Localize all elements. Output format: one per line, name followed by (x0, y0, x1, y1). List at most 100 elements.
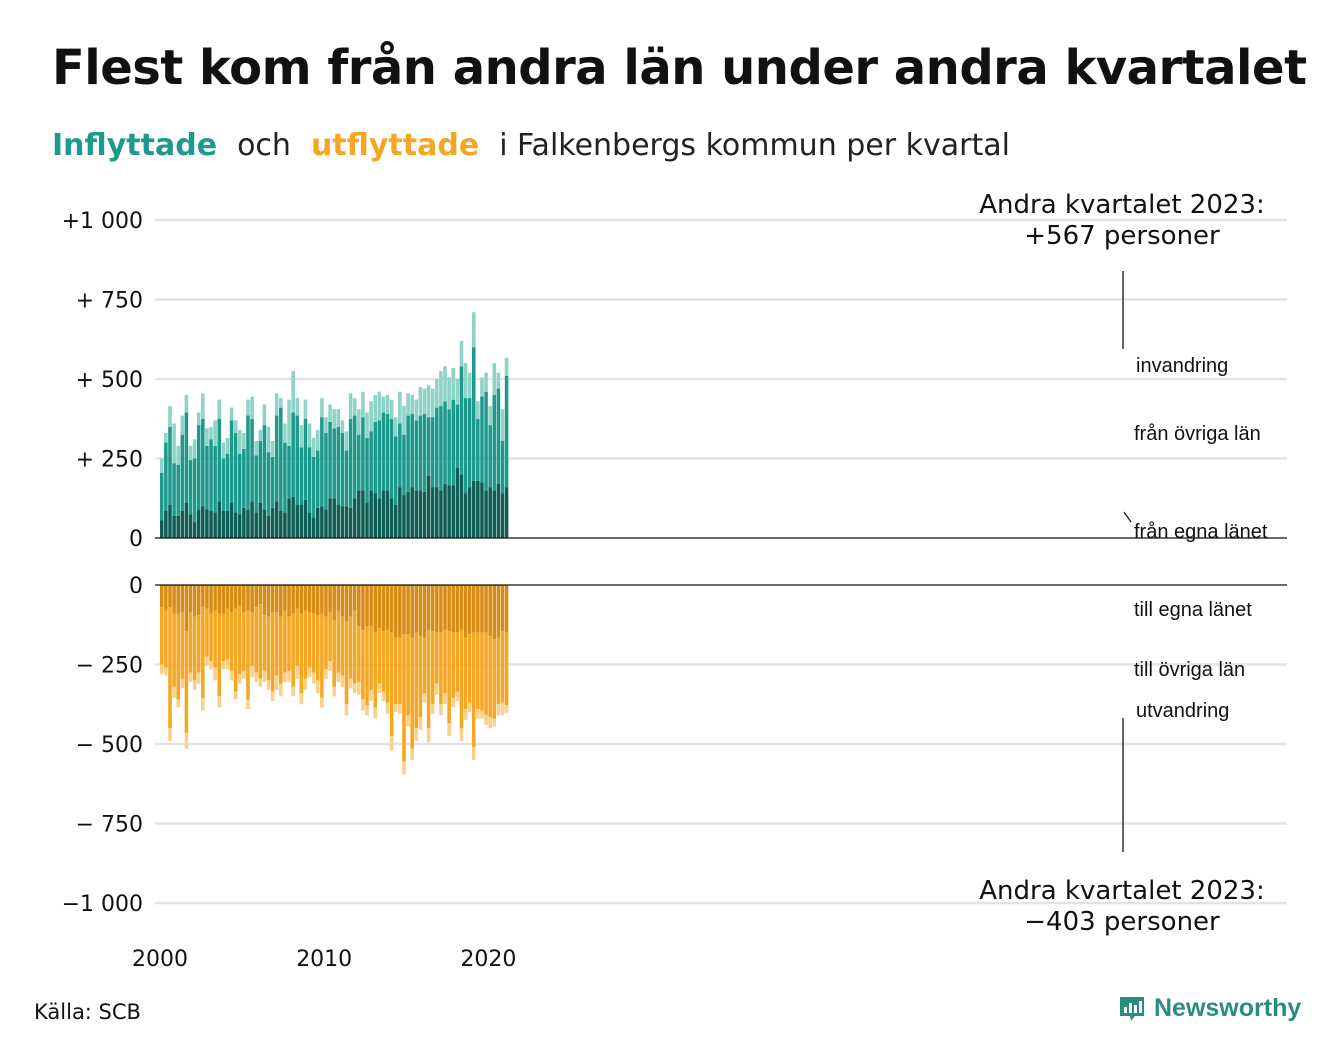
bar-out-utvandring (447, 723, 451, 737)
bar-out-ovriga (488, 635, 492, 717)
bar-in-ovriga (287, 445, 291, 499)
bar-in-egna (188, 514, 193, 538)
bar-out-ovriga (291, 613, 295, 687)
bar-out-ovriga (406, 634, 410, 716)
bar-out-egna (205, 585, 209, 609)
bar-in-invandring (184, 394, 189, 413)
bar-out-utvandring (229, 670, 234, 681)
bar-out-ovriga (365, 626, 369, 706)
bar-in-invandring (168, 406, 172, 427)
bar-out-ovriga (447, 631, 451, 724)
annotation-bottom-line1: Andra kvartalet 2023: (979, 876, 1264, 906)
bar-in-invandring (221, 442, 226, 459)
bar-in-egna (242, 507, 246, 538)
bar-out-utvandring (328, 661, 332, 671)
label-till-ovriga-lan: till övriga län (1134, 659, 1245, 681)
bar-in-egna (426, 475, 431, 538)
bar-in-egna (283, 512, 287, 538)
bar-in-invandring (500, 409, 505, 442)
bar-in-invandring (480, 377, 484, 397)
bar-out-egna (463, 585, 468, 638)
bar-out-ovriga (348, 616, 353, 679)
bar-out-egna (303, 585, 308, 611)
bar-in-ovriga (324, 433, 328, 510)
bar-out-utvandring (406, 715, 410, 727)
bar-out-utvandring (467, 702, 472, 713)
bar-out-egna (402, 585, 406, 635)
bar-out-egna (229, 585, 234, 613)
bar-out-utvandring (160, 664, 164, 675)
bar-in-egna (455, 468, 460, 538)
bar-out-ovriga (357, 626, 361, 682)
bar-in-ovriga (463, 398, 468, 494)
bar-in-egna (447, 485, 451, 538)
chart-subtitle: Inflyttade och utflyttade i Falkenbergs kom… (52, 128, 1030, 163)
y-tick-label-top: +1 000 (62, 209, 143, 234)
bar-out-ovriga (213, 610, 217, 668)
bar-in-invandring (213, 420, 217, 446)
bar-out-utvandring (192, 680, 197, 690)
bar-in-egna (344, 506, 349, 538)
y-tick-label-top: 0 (129, 527, 143, 552)
bar-out-egna (385, 585, 390, 630)
bar-in-egna (373, 493, 378, 538)
bar-out-ovriga (221, 613, 226, 662)
bar-in-ovriga (467, 398, 472, 488)
bar-out-ovriga (258, 604, 263, 679)
bar-out-utvandring (369, 689, 373, 702)
bar-out-egna (192, 585, 197, 617)
bar-in-ovriga (266, 452, 271, 516)
bar-out-ovriga (344, 621, 349, 705)
bar-in-ovriga (357, 434, 361, 491)
bar-out-egna (361, 585, 365, 630)
bar-in-invandring (217, 399, 222, 419)
newsworthy-logo[interactable]: Newsworthy (1118, 994, 1301, 1023)
bar-out-egna (447, 585, 451, 632)
bar-out-ovriga (303, 610, 308, 679)
bar-in-invandring (414, 399, 419, 421)
chart-title: Flest kom från andra län under andra kva… (52, 40, 1307, 96)
bar-out-utvandring (500, 702, 505, 716)
bar-out-utvandring (164, 667, 168, 676)
bar-in-ovriga (225, 453, 230, 511)
bar-in-invandring (311, 437, 316, 457)
bar-out-egna (414, 585, 419, 633)
bar-in-ovriga (237, 453, 242, 515)
bar-in-ovriga (398, 423, 402, 488)
bar-in-egna (443, 483, 447, 538)
bar-out-ovriga (242, 612, 246, 671)
bar-in-egna (422, 491, 427, 538)
bar-out-ovriga (451, 632, 456, 698)
bar-out-egna (180, 585, 185, 613)
bar-in-ovriga (196, 425, 201, 510)
bar-in-invandring (443, 366, 447, 402)
annotation-bottom-line2: −403 personer (1024, 907, 1220, 937)
bar-out-ovriga (443, 629, 447, 694)
bar-in-invandring (357, 409, 361, 435)
bar-out-utvandring (352, 683, 357, 694)
bar-in-invandring (393, 417, 398, 437)
bar-in-ovriga (406, 415, 410, 492)
bar-out-egna (266, 585, 271, 617)
bar-out-egna (389, 585, 394, 633)
bar-in-egna (172, 515, 176, 538)
bar-out-egna (221, 585, 226, 614)
bar-in-egna (340, 506, 345, 538)
bar-out-ovriga (340, 616, 345, 676)
bar-out-utvandring (168, 728, 172, 741)
bar-in-egna (430, 487, 435, 538)
bar-in-ovriga (274, 415, 279, 502)
bar-in-egna (418, 490, 423, 538)
bar-in-egna (451, 485, 456, 538)
bar-out-ovriga (270, 612, 275, 692)
bar-out-ovriga (160, 607, 164, 665)
x-tick-label: 2000 (132, 947, 188, 972)
bar-in-invandring (492, 363, 497, 395)
bar-out-utvandring (455, 691, 460, 702)
bar-out-ovriga (480, 632, 484, 711)
bar-out-ovriga (426, 629, 431, 729)
bar-out-ovriga (283, 610, 287, 673)
bar-in-ovriga (221, 458, 226, 511)
bar-out-ovriga (307, 612, 312, 668)
x-tick-label: 2020 (460, 947, 516, 972)
